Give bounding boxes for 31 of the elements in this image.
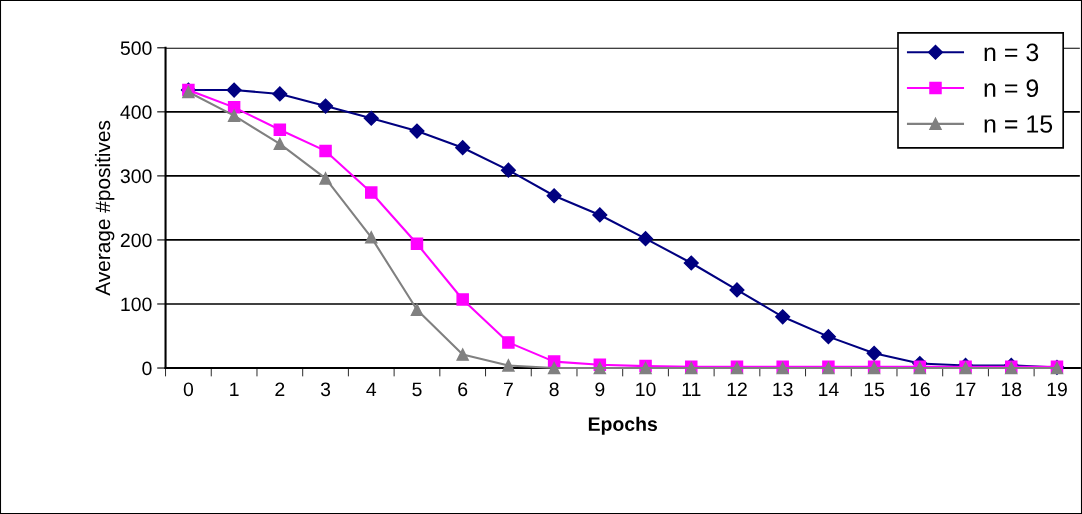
y-tick-label: 100 [121,297,152,312]
x-tick-label: 6 [458,382,468,397]
x-axis-title: Epochs [588,416,658,435]
x-tick-label: 18 [1001,382,1022,397]
x-tick-label: 1 [230,382,239,396]
y-tick-label: 300 [120,169,152,184]
x-tick-label: 7 [503,382,513,396]
x-tick-label: 9 [595,382,605,397]
x-tick-label: 19 [1047,382,1067,397]
x-tick-label: 14 [819,382,839,396]
x-tick-label: 13 [773,382,793,397]
x-tick-label: 5 [412,382,422,397]
x-tick-label: 17 [956,382,976,396]
y-tick-label: 500 [120,41,152,56]
x-tick-label: 2 [275,382,285,396]
y-tick-label: 0 [142,361,152,376]
x-tick-label: 12 [727,382,747,396]
legend-label: n = 3 [984,43,1039,62]
x-tick-label: 3 [320,382,331,397]
y-tick-label: 400 [120,105,152,120]
x-tick-label: 8 [549,382,559,397]
x-tick-label: 0 [183,382,194,397]
legend-label: n = 9 [984,79,1039,98]
x-tick-label: 10 [636,382,656,397]
x-tick-label: 11 [682,382,701,396]
x-tick-label: 4 [366,382,377,396]
y-tick-label: 200 [120,233,152,248]
x-tick-label: 16 [910,382,930,397]
legend-label: n = 15 [984,115,1053,133]
x-tick-label: 15 [864,382,885,397]
y-axis-title: Average #positives [94,120,115,296]
